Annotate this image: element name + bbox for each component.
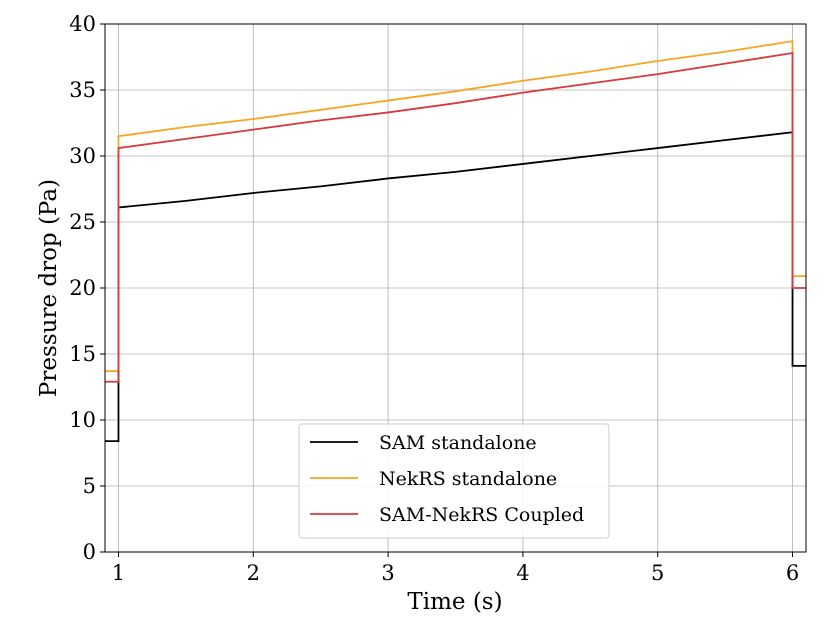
legend-label-3: SAM-NekRS Coupled xyxy=(379,504,584,526)
legend-label-1: SAM standalone xyxy=(379,432,537,454)
x-tick-label: 4 xyxy=(516,561,529,585)
series-line-2 xyxy=(105,40,806,373)
y-tick-label: 25 xyxy=(69,210,96,234)
y-axis-label: Pressure drop (Pa) xyxy=(36,179,62,397)
y-tick-label: 10 xyxy=(69,408,96,432)
legend: SAM standalone NekRS standalone SAM-NekRS … xyxy=(298,423,610,539)
x-tick-label: 5 xyxy=(651,561,664,585)
legend-box xyxy=(298,423,610,539)
legend-label-2: NekRS standalone xyxy=(379,468,557,490)
y-tick-label: 30 xyxy=(69,144,96,168)
y-tick-label: 0 xyxy=(83,540,96,564)
y-tick-label: 35 xyxy=(69,78,96,102)
series-line-3 xyxy=(105,51,806,383)
x-tick-label: 6 xyxy=(786,561,799,585)
series-lines xyxy=(105,40,806,443)
y-tick-label: 20 xyxy=(69,276,96,300)
y-tick-label: 40 xyxy=(69,12,96,36)
series-line-1 xyxy=(105,131,806,443)
x-tick-label: 2 xyxy=(247,561,260,585)
x-tick-label: 3 xyxy=(381,561,394,585)
y-tick-label: 5 xyxy=(83,474,96,498)
x-axis-label: Time (s) xyxy=(407,589,502,615)
x-tick-label: 1 xyxy=(112,561,125,585)
axis-ticks: 1 2 3 4 5 6 0 5 10 15 20 25 30 35 40 xyxy=(69,12,799,585)
y-tick-label: 15 xyxy=(69,342,96,366)
